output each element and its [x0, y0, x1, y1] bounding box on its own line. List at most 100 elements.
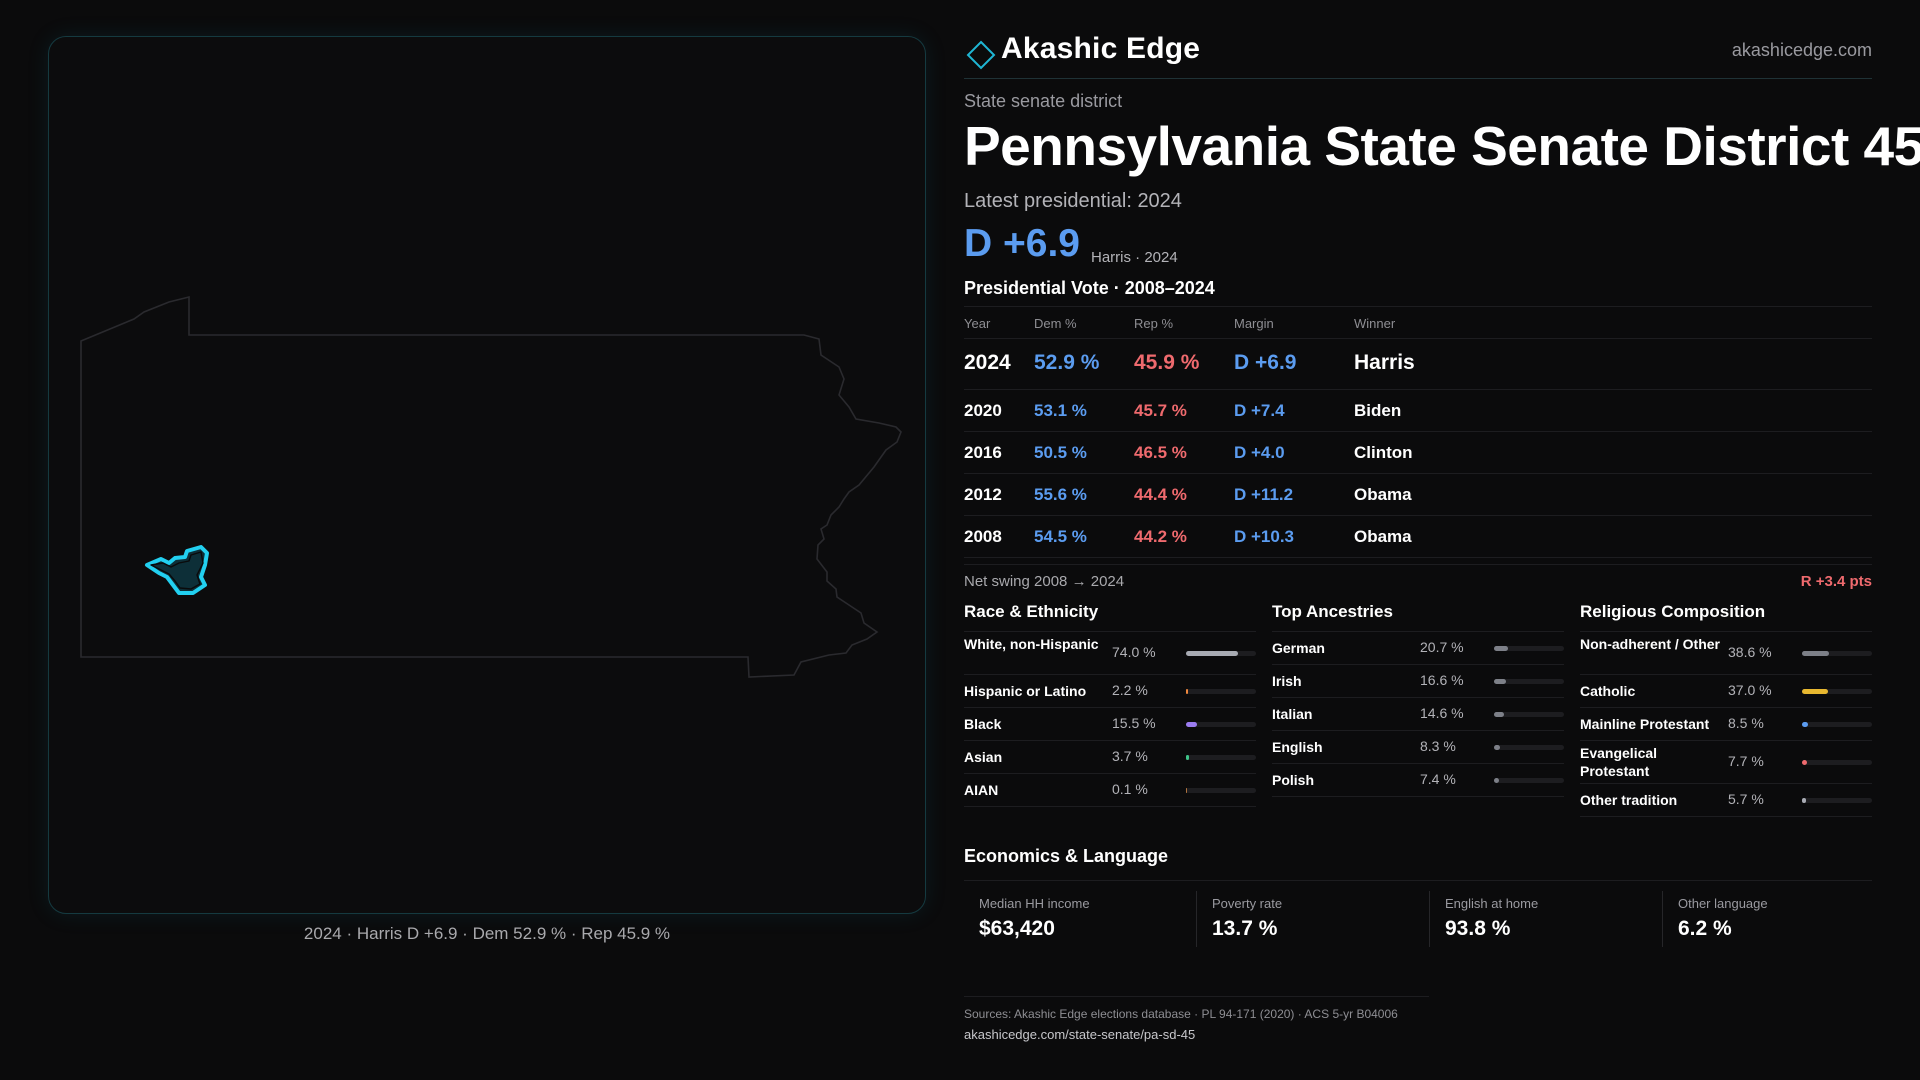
item-label: Non-adherent / Other [1580, 636, 1721, 652]
economics-grid: Median HH income $63,420 Poverty rate 13… [964, 880, 1872, 947]
table-header-row: Year Dem % Rep % Margin Winner [964, 307, 1872, 339]
page-title: Pennsylvania State Senate District 45 [964, 115, 1920, 177]
share-bar-fill [1494, 679, 1506, 684]
list-item: Non-adherent / Other 38.6 % [1580, 632, 1872, 675]
list-item: Asian 3.7 % [964, 741, 1256, 774]
item-value: 37.0 % [1728, 682, 1772, 698]
column-header-winner: Winner [1354, 316, 1396, 331]
item-value: 3.7 % [1112, 748, 1148, 764]
state-map[interactable] [49, 37, 927, 915]
share-bar-fill [1494, 646, 1509, 651]
headline-margin: D +6.9 [964, 222, 1080, 265]
share-bar [1494, 679, 1564, 684]
brand-header: Akashic Edge akashicedge.com [964, 30, 1872, 79]
list-item: Polish 7.4 % [1272, 764, 1564, 797]
cell-winner: Harris [1354, 351, 1415, 374]
econ-value: $63,420 [979, 917, 1055, 940]
item-label: Polish [1272, 772, 1315, 788]
econ-value: 93.8 % [1445, 917, 1511, 940]
share-bar [1494, 646, 1564, 651]
item-label: Catholic [1580, 683, 1636, 699]
share-bar [1494, 712, 1564, 717]
column-header-dem: Dem % [1034, 316, 1077, 331]
share-bar [1186, 788, 1256, 793]
cell-dem: 55.6 % [1034, 485, 1087, 504]
econ-cell-other-language: Other language 6.2 % [1662, 891, 1885, 947]
item-label: Irish [1272, 673, 1302, 689]
cell-rep: 45.9 % [1134, 351, 1200, 374]
econ-cell-poverty-rate: Poverty rate 13.7 % [1196, 891, 1419, 947]
race-ethnicity-panel: Race & Ethnicity White, non-Hispanic 74.0… [964, 602, 1256, 807]
share-bar [1186, 689, 1256, 694]
econ-cell-median-income: Median HH income $63,420 [964, 891, 1186, 947]
race-ethnicity-title: Race & Ethnicity [964, 602, 1256, 632]
share-bar-fill [1186, 788, 1188, 793]
table-row: 2024 52.9 % 45.9 % D +6.9 Harris [964, 339, 1872, 390]
share-bar-fill [1494, 778, 1500, 783]
share-bar-fill [1186, 722, 1197, 727]
cell-margin: D +6.9 [1234, 351, 1297, 374]
share-bar-fill [1186, 651, 1238, 656]
share-bar [1802, 651, 1872, 656]
item-value: 15.5 % [1112, 715, 1156, 731]
cell-winner: Obama [1354, 527, 1412, 546]
item-label: Mainline Protestant [1580, 716, 1710, 732]
cell-dem: 54.5 % [1034, 527, 1087, 546]
share-bar [1802, 760, 1872, 765]
share-bar [1186, 755, 1256, 760]
economics-title: Economics & Language [964, 846, 1169, 866]
list-item: Black 15.5 % [964, 708, 1256, 741]
item-label: AIAN [964, 782, 999, 798]
cell-winner: Clinton [1354, 443, 1413, 462]
brand-url-link[interactable]: akashicedge.com [1731, 40, 1872, 60]
column-header-year: Year [964, 316, 991, 331]
religious-composition-panel: Religious Composition Non-adherent / Oth… [1580, 602, 1872, 817]
item-label: White, non-Hispanic [964, 636, 1099, 652]
district-type-label: State senate district [964, 91, 1123, 111]
net-swing-row: Net swing 2008 → 2024 R +3.4 pts [964, 564, 1872, 597]
share-bar-fill [1494, 745, 1500, 750]
list-item: AIAN 0.1 % [964, 774, 1256, 807]
item-label: Evangelical Protestant [1580, 745, 1658, 779]
list-item: White, non-Hispanic 74.0 % [964, 632, 1256, 675]
diamond-logo-icon [966, 40, 996, 70]
cell-rep: 45.7 % [1134, 401, 1187, 420]
item-value: 5.7 % [1728, 791, 1764, 807]
item-value: 16.6 % [1420, 672, 1464, 688]
share-bar [1802, 722, 1872, 727]
sources-text: Sources: Akashic Edge elections database… [964, 1007, 1398, 1021]
econ-value: 13.7 % [1212, 917, 1278, 940]
item-label: Asian [964, 749, 1003, 765]
map-caption: 2024 · Harris D +6.9 · Dem 52.9 % · Rep … [303, 924, 671, 943]
district-highlight[interactable] [145, 545, 209, 595]
item-value: 38.6 % [1728, 644, 1772, 660]
list-item: English 8.3 % [1272, 731, 1564, 764]
table-row: 2012 55.6 % 44.4 % D +11.2 Obama [964, 474, 1872, 516]
share-bar [1186, 651, 1256, 656]
cell-year: 2012 [964, 485, 1002, 504]
econ-label: Poverty rate [1212, 896, 1283, 911]
share-bar-fill [1802, 651, 1830, 656]
share-bar-fill [1802, 689, 1828, 694]
item-value: 14.6 % [1420, 705, 1464, 721]
share-bar-fill [1186, 755, 1189, 760]
cell-winner: Biden [1354, 401, 1402, 420]
net-swing-value: R +3.4 pts [1800, 573, 1872, 590]
permalink-url[interactable]: akashicedge.com/state-senate/pa-sd-45 [964, 1027, 1196, 1042]
list-item: Irish 16.6 % [1272, 665, 1564, 698]
table-row: 2020 53.1 % 45.7 % D +7.4 Biden [964, 390, 1872, 432]
map-panel[interactable] [48, 36, 926, 914]
item-label: German [1272, 640, 1325, 656]
cell-year: 2008 [964, 527, 1002, 546]
top-ancestries-panel: Top Ancestries German 20.7 % Irish 16.6 % It… [1272, 602, 1564, 797]
latest-presidential-label: Latest presidential: 2024 [964, 190, 1182, 212]
item-value: 7.7 % [1728, 753, 1764, 769]
item-value: 2.2 % [1112, 682, 1148, 698]
share-bar-fill [1802, 798, 1806, 803]
item-value: 8.5 % [1728, 715, 1764, 731]
item-value: 8.3 % [1420, 738, 1456, 754]
list-item: Mainline Protestant 8.5 % [1580, 708, 1872, 741]
brand-name[interactable]: Akashic Edge [1001, 32, 1201, 65]
item-label: Hispanic or Latino [964, 683, 1087, 699]
item-label: English [1272, 739, 1323, 755]
